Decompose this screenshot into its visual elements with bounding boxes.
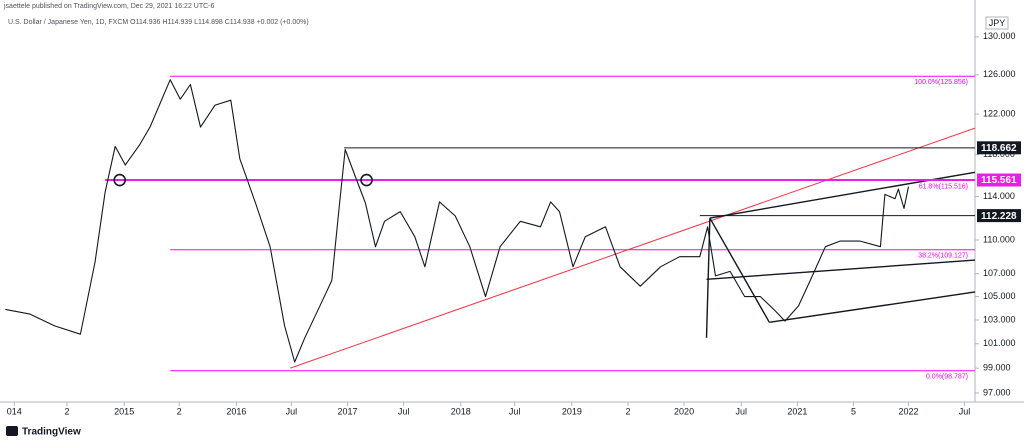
y-tick-label: 99.000	[983, 363, 1011, 373]
y-tick-label: 122.000	[983, 108, 1016, 118]
fib-label: 0.0%(98.787)	[926, 374, 968, 381]
x-tick-label: 2018	[451, 406, 471, 416]
trend-line	[709, 217, 770, 323]
x-tick-label: 014	[7, 406, 22, 416]
x-tick-label: 2019	[562, 406, 582, 416]
x-tick-label: 2016	[226, 406, 246, 416]
marker-circle	[113, 173, 127, 187]
price-level-box	[977, 173, 1021, 187]
currency-box	[985, 16, 1009, 30]
price-line	[5, 79, 910, 363]
marker-circle	[360, 173, 373, 187]
symbol-legend: U.S. Dollar / Japanese Yen, 1D, FXCM O11…	[8, 19, 309, 26]
logo-icon	[6, 426, 18, 436]
x-tick-label: 2020	[674, 406, 694, 416]
y-tick-label: 97.000	[983, 387, 1011, 397]
trend-line	[706, 259, 976, 281]
y-tick-label: 101.000	[983, 338, 1016, 348]
y-tick-label: 126.000	[983, 69, 1016, 79]
footer-brand: TradingView	[22, 427, 81, 438]
price-level-box	[977, 209, 1021, 223]
x-tick-label: 2021	[787, 406, 807, 416]
y-tick-label: 107.000	[983, 268, 1016, 278]
currency-label: JPY	[989, 18, 1006, 28]
price-level-label: 118.662	[981, 143, 1017, 154]
x-tick-label: 2	[177, 406, 182, 416]
x-tick-label: 2	[64, 406, 69, 416]
x-tick-label: 2	[625, 406, 630, 416]
y-tick-label: 103.000	[983, 314, 1016, 324]
price-level-label: 112.228	[981, 211, 1017, 222]
x-tick-label: 5	[851, 406, 856, 416]
trend-line	[290, 127, 976, 369]
y-tick-label: 114.000	[983, 191, 1015, 201]
price-level-label: 115.561	[981, 175, 1017, 186]
fib-label: 61.8%(115.516)	[919, 183, 968, 190]
x-tick-label: 2017	[337, 406, 357, 416]
y-tick-label: 130.000	[983, 31, 1016, 41]
x-tick-label: Jul	[509, 406, 521, 416]
publisher-line: jsaettele published on TradingView.com, …	[3, 3, 214, 10]
x-tick-label: Jul	[959, 406, 971, 416]
trend-line	[769, 291, 976, 324]
price-level-box	[977, 141, 1021, 155]
x-tick-label: 2015	[114, 406, 134, 416]
x-tick-label: 2022	[898, 406, 918, 416]
x-tick-label: Jul	[286, 406, 298, 416]
y-tick-label: 105.000	[983, 291, 1016, 301]
x-tick-label: Jul	[398, 406, 410, 416]
fib-label: 100.0%(125.856)	[914, 79, 968, 86]
y-tick-label: 110.000	[983, 234, 1015, 244]
x-tick-label: Jul	[736, 406, 748, 416]
fib-label: 38.2%(109.127)	[918, 253, 968, 260]
